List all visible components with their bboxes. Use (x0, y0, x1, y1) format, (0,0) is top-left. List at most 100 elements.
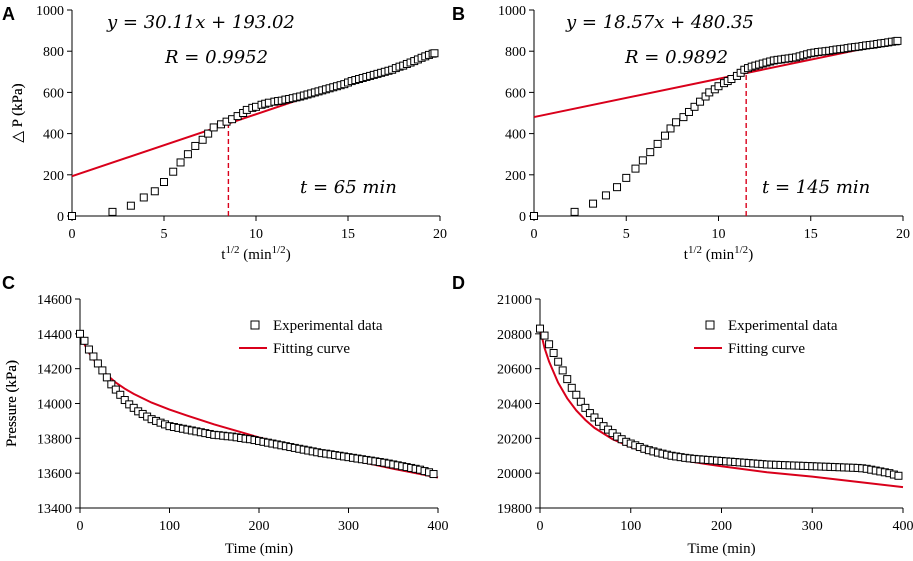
data-point (672, 118, 681, 127)
y-tick-label: 20600 (497, 363, 532, 378)
y-tick-label: 13400 (37, 502, 72, 517)
data-point (585, 409, 594, 418)
panel-label: A (2, 4, 15, 24)
fit-equation: y = 30.11x + 193.02 (106, 12, 295, 33)
panel-label: C (2, 273, 15, 293)
data-point (93, 359, 102, 368)
data-point (80, 336, 89, 345)
x-axis-title-sup: 1/2 (225, 244, 239, 256)
time-annotation: t = 65 min (300, 177, 397, 198)
y-tick-label: 20000 (497, 467, 532, 482)
data-point (84, 345, 93, 354)
x-tick-label: 200 (249, 519, 270, 534)
y-tick-label: 800 (505, 45, 526, 60)
x-axis-title: Time (min) (225, 541, 293, 557)
data-point (176, 158, 185, 167)
x-tick-label: 5 (623, 227, 630, 242)
data-point (589, 199, 598, 208)
y-tick-label: 0 (519, 210, 526, 225)
x-axis-title-unit-sup: 1/2 (734, 244, 748, 256)
correlation-coefficient: R = 0.9892 (624, 47, 728, 68)
data-point (679, 113, 688, 122)
legend-label-fit: Fitting curve (273, 341, 350, 357)
data-point (430, 49, 439, 58)
y-tick-label: 400 (505, 128, 526, 143)
data-point (160, 178, 168, 187)
y-tick-label: 20200 (497, 432, 532, 447)
x-tick-label: 100 (620, 519, 641, 534)
x-axis-title-unit: (min (702, 247, 735, 263)
x-tick-label: 400 (428, 519, 449, 534)
data-point (581, 403, 590, 412)
x-axis-title: t1/2 (min1/2) (221, 244, 290, 263)
x-axis-title: Time (min) (687, 541, 755, 557)
data-point (209, 123, 218, 132)
data-point (139, 193, 148, 202)
panel-label: D (452, 273, 465, 293)
data-point (570, 207, 579, 216)
data-point (169, 167, 178, 176)
correlation-coefficient: R = 0.9952 (164, 47, 268, 68)
x-tick-label: 5 (161, 227, 168, 242)
data-point (107, 380, 116, 389)
data-point (183, 150, 192, 159)
y-tick-label: 1000 (36, 4, 64, 19)
legend-marker-icon (250, 320, 260, 330)
data-point (549, 348, 558, 357)
data-point (666, 124, 675, 133)
x-tick-label: 200 (711, 519, 732, 534)
data-point (429, 470, 438, 479)
x-tick-label: 20 (433, 227, 447, 242)
y-tick-label: 600 (505, 86, 526, 101)
x-axis-title-base: t (221, 247, 226, 263)
y-axis-title: △ P (kPa) (10, 83, 26, 142)
time-annotation: t = 145 min (762, 177, 870, 198)
x-axis-title-sup: 1/2 (688, 244, 702, 256)
data-point (204, 129, 213, 138)
data-point (590, 413, 599, 422)
data-point (530, 212, 538, 220)
y-tick-label: 0 (57, 210, 64, 225)
data-point (646, 148, 655, 157)
x-tick-label: 400 (893, 519, 913, 534)
data-point (594, 417, 603, 426)
data-point (150, 187, 159, 196)
data-point (545, 340, 554, 349)
data-point (126, 201, 135, 210)
data-point (638, 156, 647, 165)
y-axis-title: △ P (kPa) (10, 83, 26, 142)
chart-panel-d: D 19800 20000 20200 20400 20600 20800 21000 0 100… (4, 273, 913, 557)
x-tick-label: 15 (804, 227, 818, 242)
y-tick-label: 13800 (37, 432, 72, 447)
y-axis-title: Pressure (kPa) (4, 360, 20, 447)
data-point (558, 366, 567, 375)
y-tick-label: 14600 (37, 293, 72, 308)
x-axis-title-base: t (684, 247, 689, 263)
x-tick-label: 0 (537, 519, 544, 534)
data-point (613, 183, 622, 192)
y-tick-label: 200 (505, 169, 526, 184)
y-tick-label: 400 (43, 128, 64, 143)
data-point (191, 141, 200, 150)
x-axis-title-unit: (min (240, 247, 273, 263)
data-point (68, 212, 76, 220)
y-tick-label: 19800 (497, 502, 532, 517)
data-point (540, 331, 549, 340)
x-axis-title-close: ) (748, 247, 753, 263)
x-tick-label: 20 (896, 227, 910, 242)
x-axis-title-unit-sup: 1/2 (272, 244, 286, 256)
data-point (98, 366, 107, 375)
data-point (631, 164, 640, 173)
fit-equation: y = 18.57x + 480.35 (565, 12, 754, 33)
data-point (76, 329, 84, 338)
legend-label-experimental: Experimental data (728, 318, 838, 334)
legend-label-fit: Fitting curve (728, 341, 805, 357)
y-tick-label: 21000 (497, 293, 532, 308)
x-tick-label: 0 (77, 519, 84, 534)
x-tick-label: 300 (802, 519, 823, 534)
x-tick-label: 10 (249, 227, 263, 242)
data-point (89, 352, 98, 361)
x-tick-label: 300 (338, 519, 359, 534)
